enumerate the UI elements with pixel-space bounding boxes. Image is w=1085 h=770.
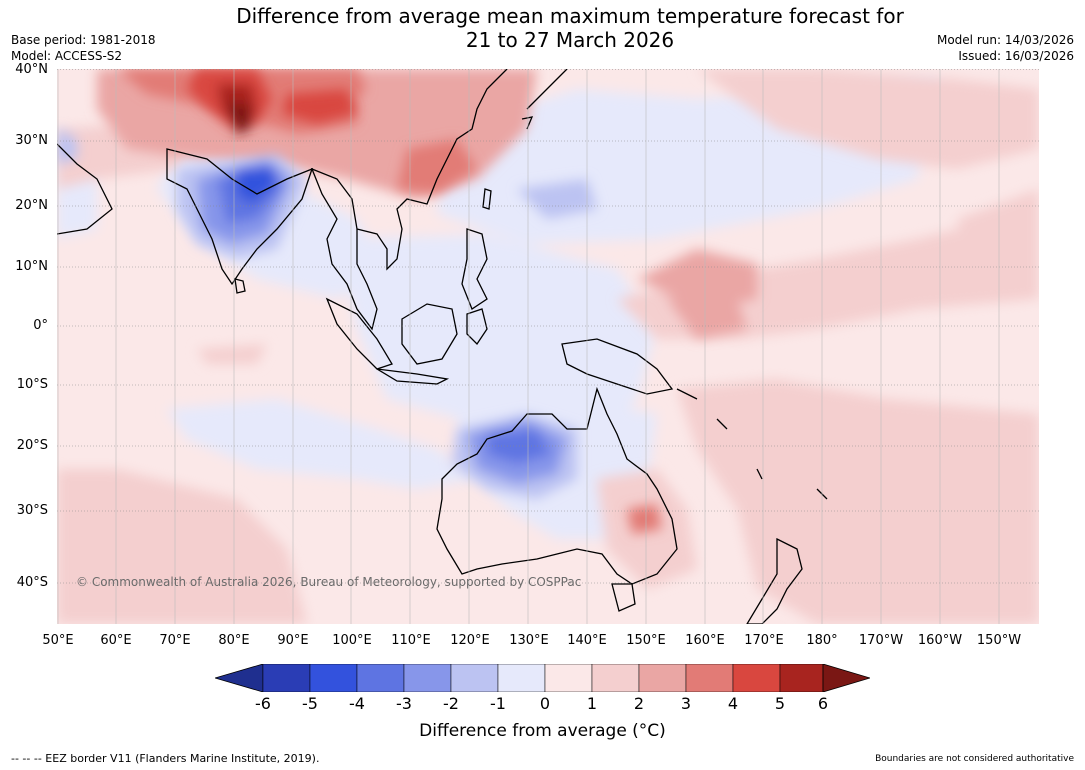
coastline-java [376, 368, 450, 385]
coastline-japan [521, 69, 568, 130]
colorbar-label: Difference from average (°C) [419, 721, 666, 741]
lon-label-150w: 150°W [976, 633, 1022, 648]
meridians [57, 69, 1000, 624]
title-line-2: 21 to 27 March 2026 [465, 28, 675, 52]
lon-label-170w: 170°W [858, 633, 904, 648]
colorbar-tick: 1 [586, 694, 598, 713]
coastline-sulawesi [466, 308, 488, 346]
colorbar-tick: 0 [539, 694, 551, 713]
colorbar-segment [356, 664, 405, 692]
eez-note: -- -- -- EEZ border V11 (Flanders Marine… [11, 752, 320, 765]
colorbar-segment [262, 664, 311, 692]
colorbar-tick: -5 [302, 694, 318, 713]
colorbar-segment [732, 664, 781, 692]
colorbar [215, 664, 870, 692]
lat-label-30n: 30°N [15, 133, 48, 148]
lat-label-30s: 30°S [16, 503, 48, 518]
lat-label-10s: 10°S [16, 377, 48, 392]
meta-left: Base period: 1981-2018 Model: ACCESS-S2 [11, 32, 156, 64]
model-run: Model run: 14/03/2026 [936, 33, 1074, 47]
lon-label-180: 180° [806, 633, 838, 648]
coastline-new-zealand [746, 537, 803, 624]
lon-label-80e: 80°E [218, 633, 250, 648]
coastline-taiwan [482, 188, 492, 210]
copyright-notice: © Commonwealth of Australia 2026, Bureau… [76, 575, 581, 589]
colorbar-segment [497, 664, 546, 692]
anomaly-warm-4-6 [187, 69, 357, 135]
temperature-anomaly-map: © Commonwealth of Australia 2026, Bureau… [57, 69, 1039, 624]
colorbar-tick: -2 [443, 694, 459, 713]
lat-label-40n: 40°N [15, 62, 48, 77]
colorbar-tick: 2 [633, 694, 645, 713]
colorbar-tick: -1 [490, 694, 506, 713]
title-line-1: Difference from average mean maximum tem… [236, 4, 904, 28]
colorbar-tick: 6 [817, 694, 829, 713]
lon-label-170e: 170°E [744, 633, 784, 648]
lon-label-70e: 70°E [159, 633, 191, 648]
colorbar-extend-low [215, 664, 264, 692]
colorbar-tick: -6 [255, 694, 271, 713]
coastline-se-asia [310, 167, 378, 331]
lon-label-140e: 140°E [567, 633, 607, 648]
colorbar-segment [544, 664, 593, 692]
boundary-disclaimer: Boundaries are not considered authoritat… [875, 754, 1074, 764]
coastline-india [166, 148, 314, 286]
colorbar-segment [450, 664, 499, 692]
base-period: Base period: 1981-2018 [11, 33, 156, 47]
colorbar-segment [403, 664, 452, 692]
lon-label-150e: 150°E [626, 633, 666, 648]
lat-label-40s: 40°S [16, 575, 48, 590]
coastline-sri-lanka [234, 278, 246, 294]
lon-label-120e: 120°E [450, 633, 490, 648]
coastline-philippines [461, 228, 488, 310]
colorbar-tick: 4 [727, 694, 739, 713]
coastline-arabia [57, 143, 113, 235]
lat-label-20s: 20°S [16, 438, 48, 453]
colorbar-tick: -4 [349, 694, 365, 713]
lat-label-10n: 10°N [15, 259, 48, 274]
lat-label-20n: 20°N [15, 198, 48, 213]
lon-label-160e: 160°E [685, 633, 725, 648]
issued-date: Issued: 16/03/2026 [958, 49, 1074, 63]
coastline-borneo [401, 303, 458, 365]
lon-label-160w: 160°W [917, 633, 963, 648]
colorbar-segment [779, 664, 824, 692]
colorbar-segment [309, 664, 358, 692]
colorbar-segment [685, 664, 734, 692]
colorbar-tick: -3 [396, 694, 412, 713]
lon-label-60e: 60°E [100, 633, 132, 648]
colorbar-extend-high [822, 664, 870, 692]
lon-label-130e: 130°E [509, 633, 549, 648]
coastlines [57, 69, 828, 624]
lon-label-100e: 100°E [332, 633, 372, 648]
colorbar-tick: 3 [680, 694, 692, 713]
lon-label-110e: 110°E [391, 633, 431, 648]
map-title: Difference from average mean maximum tem… [170, 4, 970, 52]
anomaly-warm-zones [57, 69, 1039, 624]
lon-label-50e: 50°E [42, 633, 74, 648]
coastline-sumatra [325, 297, 393, 370]
coastline-australia [436, 386, 678, 585]
colorbar-segment [638, 664, 687, 692]
colorbar-tick: 5 [774, 694, 786, 713]
lon-label-90e: 90°E [277, 633, 309, 648]
colorbar-segment [591, 664, 640, 692]
coastline-new-guinea [561, 338, 674, 395]
lat-label-0: 0° [33, 318, 48, 333]
anomaly-cool-core-australia [57, 129, 597, 499]
coastline-tasmania [611, 583, 636, 612]
meta-right: Model run: 14/03/2026 Issued: 16/03/2026 [937, 32, 1074, 64]
model-name: Model: ACCESS-S2 [11, 49, 123, 63]
